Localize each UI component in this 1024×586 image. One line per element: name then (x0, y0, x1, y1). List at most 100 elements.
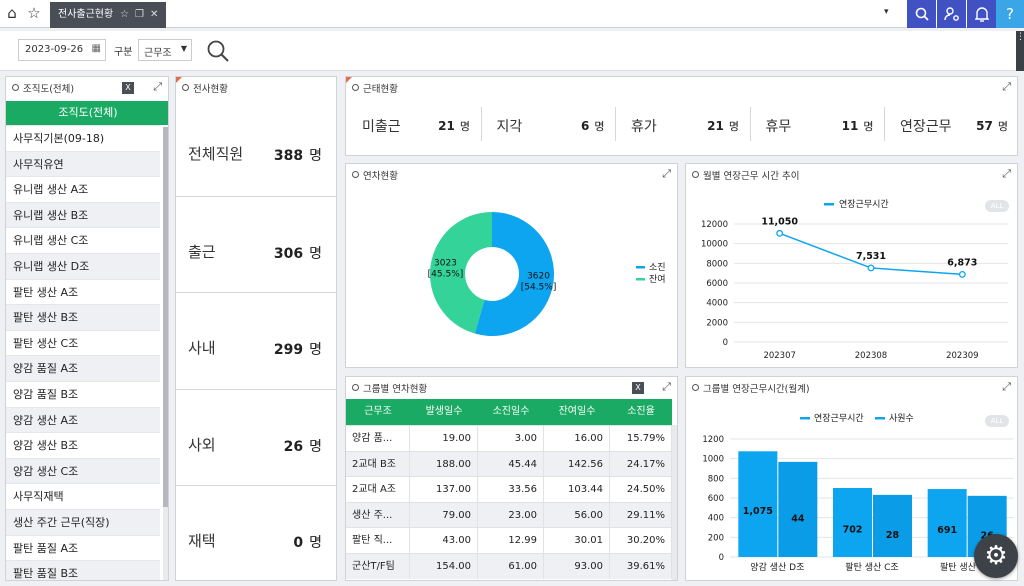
y-tick-label: 8000 (706, 259, 728, 269)
group-overtime-panel: 그룹별 연장근무시간(월계) ⤢ ALL 0 200 400 600 800 1000 12… (685, 376, 1018, 581)
org-list-item[interactable]: 사무직재택 (6, 483, 160, 509)
expand-icon[interactable]: ⤢ (1002, 167, 1011, 180)
company-stat-number: 299 (273, 342, 304, 358)
stat-divider (480, 107, 482, 141)
expand-icon[interactable]: ⤢ (662, 380, 671, 393)
org-list-item[interactable]: 유니랩 생산 B조 (6, 201, 160, 228)
attendance-stat-unit: 명 (997, 120, 1008, 133)
table-cell[interactable]: 30.20% (610, 527, 672, 553)
table-cell[interactable]: 팔탄 직... (346, 527, 410, 553)
org-list-item[interactable]: 양감 생산 C조 (6, 457, 160, 484)
table-header-cell[interactable]: 잔여일수 (544, 399, 610, 425)
table-cell[interactable]: 16.00 (544, 425, 610, 451)
org-list-item[interactable]: 사무직기본(09-18) (6, 125, 160, 151)
x-tick-label: 202307 (763, 351, 795, 361)
org-panel-title: 조직도(전체) (23, 84, 75, 95)
search-button[interactable] (907, 0, 936, 28)
table-cell[interactable]: 15.79% (610, 425, 672, 451)
org-list-item[interactable]: 팔탄 생산 B조 (6, 304, 160, 330)
table-cell[interactable]: 137.00 (410, 476, 478, 502)
table-cell[interactable]: 45.44 (478, 450, 544, 477)
search-icon[interactable] (206, 39, 230, 63)
excel-export-icon[interactable]: X (122, 82, 134, 94)
caret-down-icon[interactable]: ▾ (884, 7, 889, 17)
table-cell[interactable]: 2교대 B조 (346, 450, 410, 477)
table-cell[interactable]: 군산T/F팀 (346, 553, 410, 579)
help-button[interactable]: ? (996, 0, 1024, 28)
star-outline-icon[interactable]: ☆ (120, 9, 129, 20)
expand-icon[interactable]: ⤢ (1002, 80, 1011, 93)
table-cell[interactable]: 43.00 (410, 527, 478, 553)
org-list-item[interactable]: 유니랩 생산 A조 (6, 176, 160, 202)
table-cell[interactable]: 103.44 (544, 476, 610, 502)
org-list-item[interactable]: 팔탄 품질 B조 (6, 560, 160, 580)
org-list-item[interactable]: 양감 생산 B조 (6, 432, 160, 458)
org-list-item[interactable]: 양감 생산 A조 (6, 406, 160, 433)
org-list-item[interactable]: 팔탄 품질 A조 (6, 534, 160, 561)
legend-label: 잔여 (649, 273, 666, 285)
calendar-icon[interactable]: ▦ (91, 43, 101, 54)
company-stat-label: 사내 (188, 339, 216, 357)
y-tick-label: 12000 (701, 220, 728, 230)
settings-fab[interactable]: ⚙ (974, 534, 1018, 578)
table-header-cell[interactable]: 소진율 (610, 399, 672, 425)
table-cell[interactable]: 93.00 (544, 553, 610, 579)
table-cell[interactable]: 56.00 (544, 501, 610, 528)
expand-icon[interactable]: ⤢ (1002, 380, 1011, 393)
table-cell[interactable]: 12.99 (478, 527, 544, 553)
table-cell[interactable]: 23.00 (478, 501, 544, 528)
table-cell[interactable]: 154.00 (410, 553, 478, 579)
org-list-item[interactable]: 팔탄 생산 A조 (6, 278, 160, 305)
all-toggle-button[interactable]: ALL (985, 200, 1009, 212)
close-icon[interactable]: ✕ (150, 9, 159, 20)
notification-button[interactable] (967, 0, 996, 28)
panel-bullet (352, 384, 359, 391)
leave-panel-title: 연차현황 (363, 171, 398, 182)
table-cell[interactable]: 생산 주... (346, 501, 410, 528)
table-cell[interactable]: 24.17% (610, 450, 672, 477)
table-cell[interactable]: 30.01 (544, 527, 610, 553)
user-settings-button[interactable] (937, 0, 966, 28)
table-header-cell[interactable]: 소진일수 (478, 399, 544, 425)
table-cell[interactable]: 19.00 (410, 425, 478, 451)
table-header-cell[interactable]: 발생일수 (410, 399, 478, 425)
org-list-item[interactable]: 유니랩 생산 C조 (6, 227, 160, 253)
side-menu-handle[interactable]: ⋮ (1016, 31, 1024, 71)
table-cell[interactable]: 39.61% (610, 553, 672, 579)
window-restore-icon[interactable]: ❐ (135, 9, 144, 20)
table-cell[interactable]: 79.00 (410, 501, 478, 528)
home-icon[interactable]: ⌂ (7, 4, 17, 22)
org-list-item[interactable]: 유니랩 생산 D조 (6, 253, 160, 279)
line-point (958, 270, 966, 278)
excel-export-icon[interactable]: X (632, 382, 644, 394)
table-cell[interactable]: 29.11% (610, 501, 672, 528)
table-cell[interactable]: 33.56 (478, 476, 544, 502)
org-list-item[interactable]: 생산 주간 근무(직장) (6, 509, 160, 535)
legend-swatch (824, 203, 834, 206)
attendance-stat-unit: 명 (594, 120, 605, 133)
table-scrollbar[interactable] (672, 425, 677, 580)
expand-icon[interactable]: ⤢ (153, 80, 162, 93)
org-list-item[interactable]: 사무직유연 (6, 150, 160, 177)
all-toggle-button[interactable]: ALL (985, 415, 1009, 427)
table-cell[interactable]: 188.00 (410, 450, 478, 477)
star-icon[interactable]: ☆ (27, 4, 41, 22)
stat-divider (615, 107, 616, 141)
table-cell[interactable]: 3.00 (478, 425, 544, 451)
category-select[interactable]: 근무조 ▼ (138, 39, 192, 61)
data-label: 7,531 (856, 251, 886, 262)
date-field[interactable]: 2023-09-26 ▦ (18, 39, 106, 61)
tab-active[interactable]: 전사출근현황 ☆ ❐ ✕ (50, 2, 166, 28)
expand-icon[interactable]: ⤢ (662, 167, 671, 180)
table-cell[interactable]: 61.00 (478, 553, 544, 579)
table-cell[interactable]: 24.50% (610, 476, 672, 502)
org-list-item[interactable]: 팔탄 생산 C조 (6, 329, 160, 356)
table-cell[interactable]: 2교대 A조 (346, 476, 410, 502)
scrollbar[interactable] (163, 127, 168, 580)
table-cell[interactable]: 양감 품... (346, 425, 410, 451)
org-list-item[interactable]: 양감 품질 A조 (6, 355, 160, 381)
org-list-item[interactable]: 양감 품질 B조 (6, 381, 160, 407)
table-cell[interactable]: 142.56 (544, 450, 610, 477)
table-header-cell[interactable]: 근무조 (346, 399, 410, 425)
